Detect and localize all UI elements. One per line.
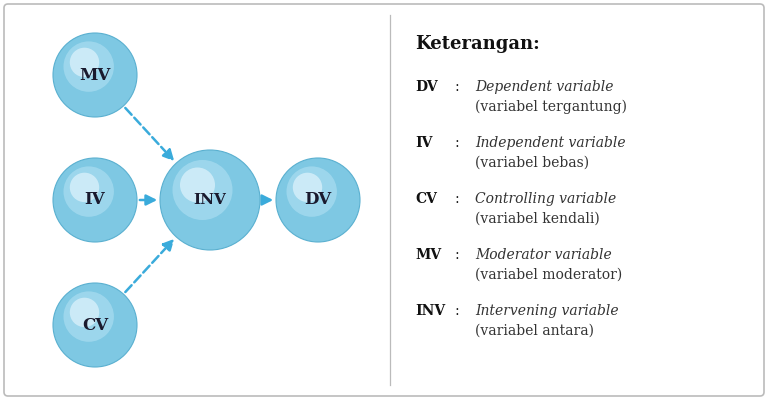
Text: MV: MV [79, 66, 111, 84]
Text: DV: DV [304, 192, 332, 208]
Text: Moderator variable: Moderator variable [475, 248, 612, 262]
Circle shape [173, 160, 233, 220]
Circle shape [180, 168, 215, 202]
FancyBboxPatch shape [4, 4, 764, 396]
Circle shape [293, 173, 323, 202]
Text: (variabel bebas): (variabel bebas) [475, 156, 589, 170]
Circle shape [64, 42, 114, 92]
Text: :: : [455, 80, 459, 94]
Text: Keterangan:: Keterangan: [415, 35, 540, 53]
Text: :: : [455, 304, 459, 318]
Circle shape [53, 158, 137, 242]
Text: Independent variable: Independent variable [475, 136, 626, 150]
Text: INV: INV [415, 304, 445, 318]
Text: (variabel antara): (variabel antara) [475, 324, 594, 338]
Circle shape [64, 166, 114, 217]
Text: Intervening variable: Intervening variable [475, 304, 619, 318]
Text: IV: IV [415, 136, 432, 150]
Text: CV: CV [415, 192, 437, 206]
Text: DV: DV [415, 80, 438, 94]
Text: (variabel tergantung): (variabel tergantung) [475, 100, 627, 114]
Text: :: : [455, 248, 459, 262]
Circle shape [276, 158, 360, 242]
Text: (variabel kendali): (variabel kendali) [475, 212, 600, 226]
Text: INV: INV [194, 193, 227, 207]
Circle shape [70, 173, 99, 202]
Text: MV: MV [415, 248, 441, 262]
Circle shape [64, 291, 114, 342]
Circle shape [286, 166, 337, 217]
Text: :: : [455, 136, 459, 150]
Text: Controlling variable: Controlling variable [475, 192, 616, 206]
Circle shape [53, 33, 137, 117]
Text: :: : [455, 192, 459, 206]
Circle shape [70, 298, 99, 327]
Text: Dependent variable: Dependent variable [475, 80, 614, 94]
Circle shape [160, 150, 260, 250]
Circle shape [70, 48, 99, 77]
Text: IV: IV [84, 192, 105, 208]
Text: CV: CV [82, 316, 108, 334]
Text: (variabel moderator): (variabel moderator) [475, 268, 622, 282]
Circle shape [53, 283, 137, 367]
